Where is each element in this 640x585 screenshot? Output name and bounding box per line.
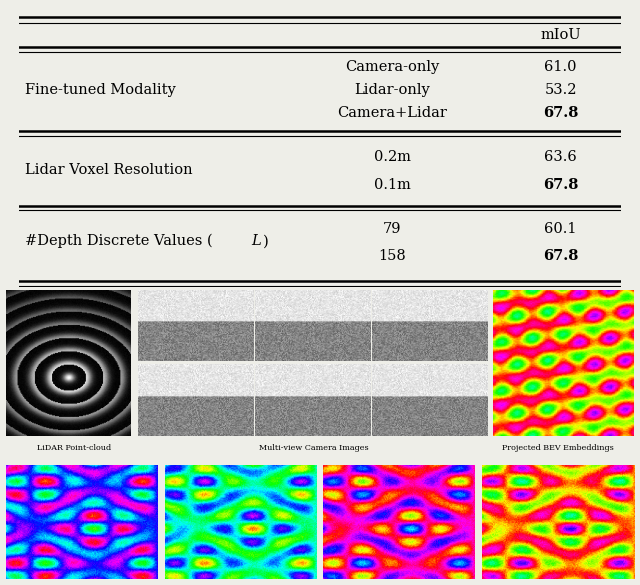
Text: 0.1m: 0.1m (374, 178, 411, 192)
Text: #Depth Discrete Values (: #Depth Discrete Values ( (25, 234, 213, 249)
Text: Camera-only: Camera-only (345, 60, 439, 74)
Text: 61.0: 61.0 (545, 60, 577, 74)
Text: Multi-view Camera Images: Multi-view Camera Images (259, 444, 369, 452)
Text: mIoU: mIoU (540, 28, 581, 42)
Text: 158: 158 (378, 249, 406, 263)
Text: ): ) (263, 234, 269, 248)
Text: 67.8: 67.8 (543, 106, 579, 121)
Text: Lidar Voxel Resolution: Lidar Voxel Resolution (25, 163, 193, 177)
Text: 67.8: 67.8 (543, 178, 579, 192)
Text: Camera+Lidar: Camera+Lidar (337, 106, 447, 121)
Text: 0.2m: 0.2m (374, 150, 411, 164)
Text: Lidar-only: Lidar-only (355, 83, 430, 97)
Text: LiDAR Point-cloud: LiDAR Point-cloud (36, 444, 111, 452)
Text: Fine-tuned Modality: Fine-tuned Modality (25, 83, 176, 97)
Text: L: L (251, 234, 260, 248)
Text: 67.8: 67.8 (543, 249, 579, 263)
Text: 79: 79 (383, 222, 401, 236)
Text: 60.1: 60.1 (545, 222, 577, 236)
Text: 63.6: 63.6 (544, 150, 577, 164)
Text: Projected BEV Embeddings: Projected BEV Embeddings (502, 444, 614, 452)
Text: 53.2: 53.2 (545, 83, 577, 97)
